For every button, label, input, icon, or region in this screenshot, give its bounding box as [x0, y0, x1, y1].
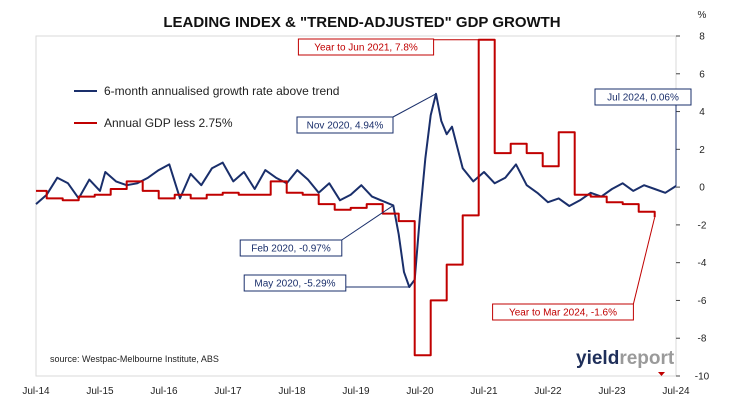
series-line-gdp: [36, 38, 656, 357]
x-tick-label: Jul-20: [406, 386, 434, 397]
logo-marker-icon: [658, 372, 665, 376]
annotation-leader-line: [632, 217, 656, 305]
annotation-box: [297, 38, 435, 56]
x-tick-label: Jul-23: [598, 386, 626, 397]
x-tick-label: Jul-22: [534, 386, 562, 397]
y-tick-label: -8: [698, 334, 707, 345]
logo-text-report: report: [619, 348, 675, 369]
annotation-layer: Year to Jun 2021, 7.8% Nov 2020, 4.94% Jul…: [239, 38, 692, 321]
series-layer: [35, 38, 677, 357]
x-tick-label: Jul-15: [86, 386, 114, 397]
y-axis-unit-label: %: [698, 10, 707, 21]
annotation-box: [239, 239, 343, 257]
axes-layer: 8 6 4 2 0 -2 -4 -6 -8 -10 Jul-14 Jul-15 Jul-16 Jul-17…: [22, 32, 709, 398]
legend-label-gdp: Annual GDP less 2.75%: [104, 116, 233, 130]
x-tick-label: Jul-24: [662, 386, 690, 397]
logo-text: yieldreport: [576, 348, 675, 369]
x-tick-label: Jul-19: [342, 386, 370, 397]
chart-title: LEADING INDEX & "TREND-ADJUSTED" GDP GRO…: [163, 14, 560, 31]
annotation-leader-line: [392, 93, 437, 118]
annotation-box: [296, 116, 394, 134]
annotation-label: May 2020, -5.29%: [254, 279, 335, 290]
yieldreport-logo: yieldreport: [576, 348, 675, 376]
y-tick-label: 0: [699, 183, 705, 194]
y-tick-label: 2: [699, 145, 705, 156]
annotation-label: Jul 2024, 0.06%: [607, 93, 679, 104]
annotation-box: [594, 88, 692, 106]
annotation-label: Year to Jun 2021, 7.8%: [314, 43, 418, 54]
source-note: source: Westpac-Melbourne Institute, ABS: [50, 354, 219, 364]
x-tick-label: Jul-17: [214, 386, 242, 397]
annotation-box: [492, 303, 634, 321]
x-tick-label: Jul-18: [278, 386, 306, 397]
x-tick-label: Jul-14: [22, 386, 50, 397]
y-tick-label: 8: [699, 32, 705, 43]
annotation-label: Nov 2020, 4.94%: [307, 121, 384, 132]
legend-label-leading-index: 6-month annualised growth rate above tre…: [104, 84, 339, 98]
x-tick-label: Jul-16: [150, 386, 178, 397]
annotation-box: [243, 274, 347, 292]
y-tick-label: 4: [699, 107, 705, 118]
legend: 6-month annualised growth rate above tre…: [74, 84, 339, 130]
annotation-label: Year to Mar 2024, -1.6%: [509, 308, 617, 319]
annotation-leader-line: [341, 205, 394, 241]
x-tick-label: Jul-21: [470, 386, 498, 397]
series-line-leading-index: [35, 92, 677, 288]
y-tick-label: -10: [695, 372, 710, 383]
plot-area-frame: [35, 35, 677, 377]
y-tick-label: -2: [698, 220, 707, 231]
y-tick-label: 6: [699, 69, 705, 80]
y-tick-label: -4: [698, 258, 707, 269]
y-tick-label: -6: [698, 296, 707, 307]
logo-text-yield: yield: [576, 348, 619, 369]
annotation-label: Feb 2020, -0.97%: [251, 244, 331, 255]
